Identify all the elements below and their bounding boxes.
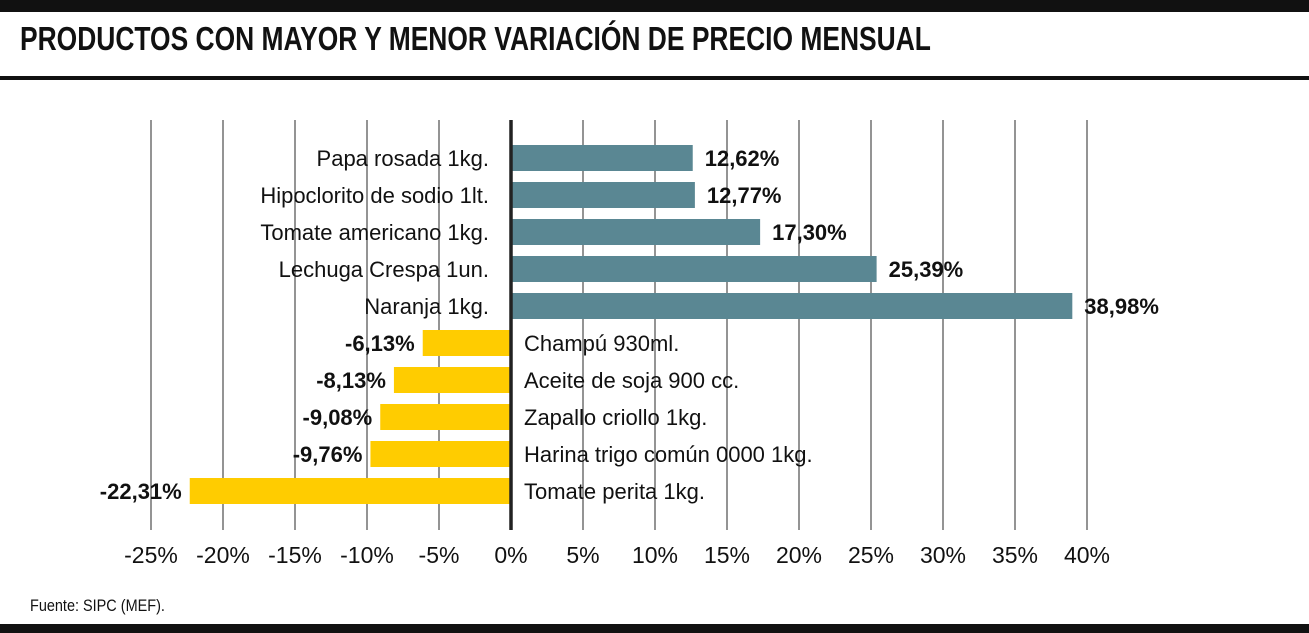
category-label: Tomate americano 1kg.: [260, 220, 489, 245]
category-label: Naranja 1kg.: [364, 294, 489, 319]
bar: [511, 182, 695, 208]
x-tick-label: 25%: [848, 542, 894, 568]
value-label: 17,30%: [772, 220, 847, 245]
title-rule: [0, 76, 1309, 80]
x-tick-label: 5%: [566, 542, 599, 568]
value-label: 38,98%: [1084, 294, 1159, 319]
bar: [511, 219, 761, 245]
bar: [189, 478, 511, 504]
category-label: Harina trigo común 0000 1kg.: [524, 442, 813, 467]
bars: [189, 145, 1073, 504]
value-label: -9,76%: [293, 442, 363, 467]
x-tick-label: 10%: [632, 542, 678, 568]
value-label: -9,08%: [303, 405, 373, 430]
category-label: Lechuga Crespa 1un.: [279, 257, 489, 282]
x-tick-label: -20%: [196, 542, 250, 568]
x-tick-label: 30%: [920, 542, 966, 568]
x-tick-label: 40%: [1064, 542, 1110, 568]
x-tick-label: 0%: [494, 542, 527, 568]
bar: [370, 441, 511, 467]
bar: [511, 145, 693, 171]
value-label: -22,31%: [100, 479, 182, 504]
labels: Papa rosada 1kg. 12,62% Hipoclorito de sod…: [100, 146, 1159, 504]
x-tick-label: 20%: [776, 542, 822, 568]
category-label: Tomate perita 1kg.: [524, 479, 705, 504]
top-bar: [0, 0, 1309, 12]
x-axis-ticks: -25% -20% -15% -10% -5% 0% 5% 10% 15% 20% 25% 30% 35…: [124, 542, 1110, 568]
value-label: -6,13%: [345, 331, 415, 356]
value-label: 25,39%: [889, 257, 964, 282]
source-note: Fuente: SIPC (MEF).: [30, 596, 165, 615]
x-tick-label: 15%: [704, 542, 750, 568]
category-label: Champú 930ml.: [524, 331, 679, 356]
x-tick-label: -5%: [419, 542, 460, 568]
category-label: Papa rosada 1kg.: [317, 146, 489, 171]
category-label: Hipoclorito de sodio 1lt.: [260, 183, 489, 208]
value-label: -8,13%: [316, 368, 386, 393]
value-label: 12,77%: [707, 183, 782, 208]
bar: [380, 404, 511, 430]
bottom-bar: [0, 624, 1309, 633]
x-tick-label: 35%: [992, 542, 1038, 568]
chart-title: PRODUCTOS CON MAYOR Y MENOR VARIACIÓN DE…: [20, 20, 931, 57]
category-label: Aceite de soja 900 cc.: [524, 368, 739, 393]
grid-lines: [150, 120, 1088, 530]
x-tick-label: -15%: [268, 542, 322, 568]
category-label: Zapallo criollo 1kg.: [524, 405, 707, 430]
x-tick-label: -10%: [340, 542, 394, 568]
value-label: 12,62%: [705, 146, 780, 171]
bar: [511, 293, 1073, 319]
bar: [511, 256, 877, 282]
x-tick-label: -25%: [124, 542, 178, 568]
bar: [393, 367, 511, 393]
bar: [422, 330, 511, 356]
